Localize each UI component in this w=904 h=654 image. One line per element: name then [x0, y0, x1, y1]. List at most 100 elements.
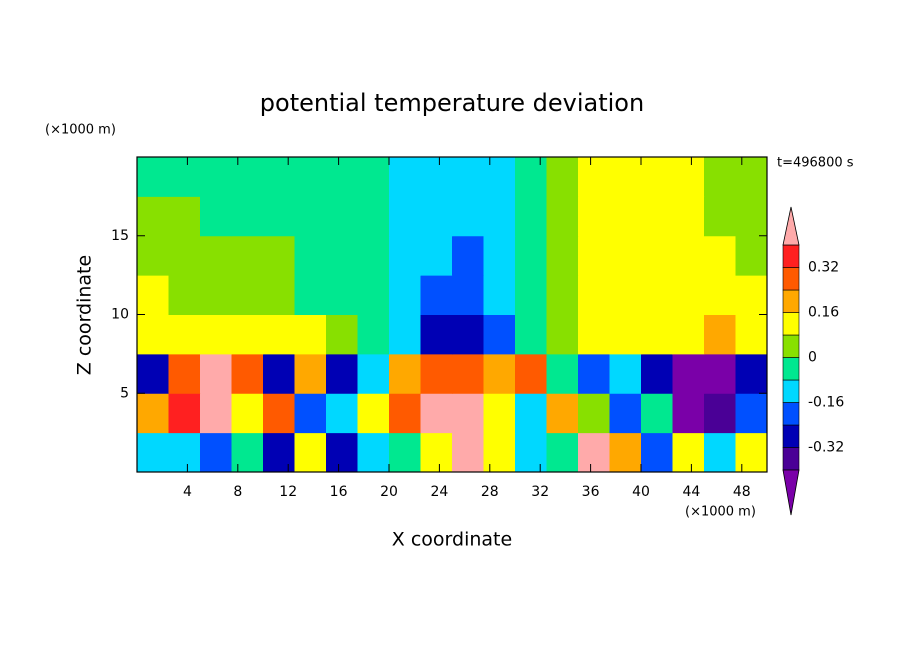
contour-cell [357, 353, 390, 394]
contour-cell [546, 157, 579, 197]
contour-cell [168, 157, 201, 197]
contour-cell [357, 314, 390, 355]
contour-cell [641, 275, 673, 315]
colorbar-segment [782, 357, 800, 381]
contour-cell [326, 393, 358, 434]
contour-cell [641, 314, 673, 355]
contour-cell [641, 157, 673, 197]
contour-cell [420, 235, 453, 276]
colorbar-segment [782, 424, 800, 448]
contour-cell [452, 353, 484, 394]
contour-cell [704, 432, 736, 473]
contour-cell [483, 432, 516, 473]
contour-cell [389, 157, 421, 197]
contour-cell [641, 196, 673, 237]
x-tick-label: 44 [682, 484, 700, 500]
contour-cell [672, 393, 705, 434]
contour-cell [515, 235, 547, 276]
contour-cell [672, 314, 705, 355]
contour-cell [168, 393, 201, 434]
y-unit: (×1000 m) [45, 123, 116, 138]
contour-cell [578, 235, 610, 276]
contour-cell [483, 353, 516, 394]
x-tick-label: 12 [279, 484, 297, 500]
contour-cell [735, 235, 768, 276]
contour-cell [231, 393, 264, 434]
contour-cell [231, 353, 264, 394]
contour-cell [200, 196, 232, 237]
contour-cell [168, 432, 201, 473]
contour-cell [546, 314, 579, 355]
contour-cell [389, 196, 421, 237]
contour-cell [704, 157, 736, 197]
contour-cell [231, 314, 264, 355]
contour-cell [420, 353, 453, 394]
contour-cell [515, 275, 547, 315]
contour-cell [452, 432, 484, 473]
contour-cell [672, 157, 705, 197]
contour-cell [672, 432, 705, 473]
contour-cell [515, 157, 547, 197]
contour-cell [704, 393, 736, 434]
contour-cell [452, 275, 484, 315]
contour-cell [357, 393, 390, 434]
contour-cell [326, 235, 358, 276]
contour-cell [420, 314, 453, 355]
contour-cell [326, 157, 358, 197]
colorbar-extend-top [782, 206, 800, 246]
contour-cell [326, 314, 358, 355]
contour-cell [735, 353, 768, 394]
x-tick-label: 36 [582, 484, 600, 500]
contour-cell [263, 314, 295, 355]
contour-cell [578, 432, 610, 473]
contour-cell [294, 393, 327, 434]
contour-cell [609, 157, 642, 197]
contour-cell [389, 275, 421, 315]
x-tick-label: 20 [380, 484, 398, 500]
contour-cell [231, 275, 264, 315]
contour-cell [704, 314, 736, 355]
contour-cell [200, 432, 232, 473]
contour-cell [609, 353, 642, 394]
x-unit: (×1000 m) [685, 505, 756, 520]
contour-cell [420, 275, 453, 315]
contour-cell [357, 196, 390, 237]
contour-cell [168, 275, 201, 315]
colorbar-segment [782, 379, 800, 403]
contour-cell [357, 235, 390, 276]
contour-cell [326, 353, 358, 394]
contour-cell [546, 196, 579, 237]
colorbar-extend-bottom [782, 469, 800, 516]
contour-cell [263, 235, 295, 276]
contour-cell [294, 314, 327, 355]
contour-cell [452, 235, 484, 276]
contour-cell [420, 432, 453, 473]
contour-cell [389, 353, 421, 394]
contour-cell [483, 235, 516, 276]
contour-cell [609, 393, 642, 434]
x-tick-label: 48 [733, 484, 751, 500]
colorbar-segment [782, 447, 800, 471]
contour-cell [420, 196, 453, 237]
contour-cell [578, 353, 610, 394]
contour-cell [263, 353, 295, 394]
contour-cell [389, 314, 421, 355]
contour-cell [168, 353, 201, 394]
contour-cell [641, 432, 673, 473]
contour-cell [672, 353, 705, 394]
contour-cell [294, 353, 327, 394]
contour-cell [735, 314, 768, 355]
contour-cell [735, 157, 768, 197]
contour-cell [609, 275, 642, 315]
contour-cell [609, 196, 642, 237]
contour-cell [231, 235, 264, 276]
contour-cell [483, 393, 516, 434]
contour-cell [735, 196, 768, 237]
contour-cell [578, 196, 610, 237]
contour-cell [609, 235, 642, 276]
contour-cell [704, 353, 736, 394]
contour-cell [735, 393, 768, 434]
x-tick-label: 16 [330, 484, 348, 500]
y-tick-label: 5 [120, 385, 129, 401]
